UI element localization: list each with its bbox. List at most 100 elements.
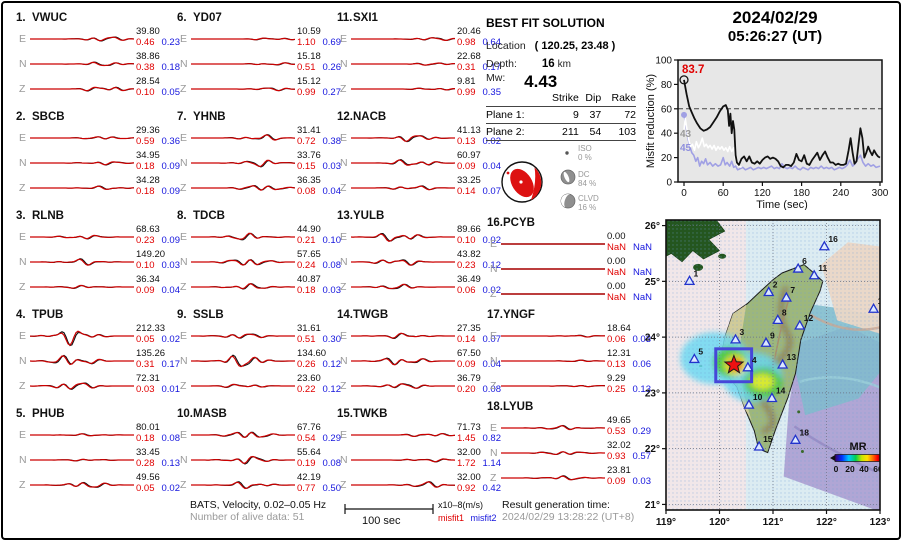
svg-text:80: 80 bbox=[661, 80, 673, 91]
station-number: 7. bbox=[177, 111, 187, 123]
trace-amplitude: 22.68 bbox=[457, 51, 481, 62]
trace-values: 36.79 0.20 0.08 bbox=[457, 373, 501, 395]
misfit1-label: misfit1 bbox=[438, 513, 465, 523]
station-name: TWGB bbox=[353, 309, 389, 321]
misfit-reduction-chart: 0 20 40 60 80 100 0 60 120 180 240 300 Time (sec) Mis… bbox=[645, 36, 897, 215]
misfit1-value: 0.13 bbox=[457, 136, 476, 147]
iso-label: ISO bbox=[578, 144, 592, 153]
trace-values: 31.61 0.51 0.30 bbox=[297, 323, 341, 345]
component-label: Z bbox=[340, 479, 347, 491]
svg-text:180: 180 bbox=[793, 188, 810, 199]
component-row: E 20.46 0.98 0.64 bbox=[337, 26, 501, 51]
station-block: 7. YHNB E 31.41 0.72 0.38 N 33.76 0.15 0.03 Z 36.35… bbox=[177, 111, 341, 210]
misfit1-value: 0.53 bbox=[607, 426, 626, 437]
misfit1-value: 0.23 bbox=[457, 260, 476, 271]
misfit1-value: 0.19 bbox=[297, 458, 316, 469]
trace-values: 41.13 0.13 0.02 bbox=[457, 125, 501, 147]
station-block: 6. YD07 E 10.59 1.10 0.69 N 15.18 0.51 0.26 Z 15.12… bbox=[177, 12, 341, 111]
misfit2-value: 0.12 bbox=[322, 384, 342, 395]
trace-amplitude: 149.20 bbox=[136, 249, 166, 260]
component-label: E bbox=[180, 33, 188, 45]
trace-amplitude: 55.64 bbox=[297, 447, 321, 458]
trace-values: 32.00 1.72 1.14 bbox=[457, 447, 501, 469]
component-label: Z bbox=[340, 380, 347, 392]
svg-text:0: 0 bbox=[681, 188, 687, 199]
component-row: Z 23.81 0.09 0.03 bbox=[487, 465, 651, 490]
misfit2-value: 0.03 bbox=[322, 285, 342, 296]
misfit2-value: 0.04 bbox=[322, 186, 342, 197]
trace-values: 40.87 0.18 0.03 bbox=[297, 274, 341, 296]
component-label: N bbox=[180, 58, 188, 70]
waveform-trace bbox=[30, 258, 134, 266]
waveform-trace bbox=[501, 293, 605, 295]
trace-values: 12.31 0.13 0.06 bbox=[607, 348, 651, 370]
component-label: E bbox=[490, 422, 498, 434]
station-number: 15. bbox=[337, 408, 353, 420]
station-name: YHNB bbox=[193, 111, 226, 123]
station-name: MASB bbox=[193, 408, 227, 420]
trace-values: 89.66 0.10 0.02 bbox=[457, 224, 501, 246]
trace-amplitude: 49.65 bbox=[607, 415, 631, 426]
station-name: SSLB bbox=[193, 309, 224, 321]
trace-values: 23.81 0.09 0.03 bbox=[607, 465, 651, 487]
station-header: 7. YHNB bbox=[177, 111, 333, 125]
station-name: SBCB bbox=[32, 111, 65, 123]
clvd-label: CLVD bbox=[578, 194, 599, 203]
trace-amplitude: 40.87 bbox=[297, 274, 321, 285]
misfit2-value: 0.07 bbox=[482, 186, 502, 197]
waveform-trace bbox=[30, 234, 134, 240]
station-number: 13. bbox=[337, 210, 353, 222]
component-label: Z bbox=[490, 288, 497, 300]
misfit1-value: 0.10 bbox=[136, 87, 155, 98]
component-label: N bbox=[19, 256, 27, 268]
component-label: E bbox=[490, 238, 498, 250]
trace-values: 135.26 0.31 0.17 bbox=[136, 348, 180, 370]
trace-values: 57.65 0.24 0.08 bbox=[297, 249, 341, 271]
misfit2-value: 0.04 bbox=[482, 359, 502, 370]
depth-unit: km bbox=[557, 59, 571, 70]
map-station-triangle bbox=[789, 433, 802, 444]
misfit2-value: 0.08 bbox=[322, 458, 342, 469]
misfit1-value: 0.51 bbox=[297, 334, 316, 345]
component-row: N 43.82 0.23 0.12 bbox=[337, 249, 501, 274]
station-block: 4. TPUB E 212.33 0.05 0.02 N 135.26 0.31 0.17 Z 72.… bbox=[16, 309, 180, 408]
trace-values: 49.65 0.53 0.29 bbox=[607, 415, 651, 437]
svg-text:121°: 121° bbox=[763, 517, 784, 528]
misfit2-value: 0.04 bbox=[161, 285, 181, 296]
map-station-number: 14 bbox=[776, 385, 786, 395]
dc-legend: DC 84 % bbox=[560, 169, 596, 188]
waveform-trace bbox=[351, 357, 455, 366]
map-station-triangle bbox=[780, 291, 792, 302]
station-header: 10.MASB bbox=[177, 408, 333, 422]
map-station-triangle bbox=[763, 286, 775, 297]
component-row: N 12.31 0.13 0.06 bbox=[487, 348, 651, 373]
misfit2-value: 0.36 bbox=[161, 136, 181, 147]
component-label: E bbox=[340, 231, 348, 243]
misfit2-value: 0.03 bbox=[632, 476, 652, 487]
waveform-trace bbox=[501, 359, 605, 363]
component-label: N bbox=[19, 355, 27, 367]
waveform-column-2: 6. YD07 E 10.59 1.10 0.69 N 15.18 0.51 0.26 Z 15.12… bbox=[177, 12, 341, 507]
map-station-number: 3 bbox=[740, 327, 745, 337]
misfit2-value: 0.29 bbox=[322, 433, 342, 444]
waveform-trace bbox=[30, 86, 134, 92]
svg-text:Time (sec): Time (sec) bbox=[756, 199, 808, 210]
component-row: N 33.45 0.28 0.13 bbox=[16, 447, 180, 472]
misfit2-value: 0.17 bbox=[482, 62, 502, 73]
station-header: 17.YNGF bbox=[487, 309, 643, 323]
misfit1-value: 0.22 bbox=[297, 384, 316, 395]
trace-amplitude: 15.12 bbox=[297, 76, 321, 87]
misfit2-value: 0.04 bbox=[482, 161, 502, 172]
waveform-trace bbox=[351, 62, 455, 66]
component-row: N 55.64 0.19 0.08 bbox=[177, 447, 341, 472]
map-station-number: 15 bbox=[763, 434, 773, 444]
trace-values: 42.19 0.77 0.50 bbox=[297, 472, 341, 494]
waveform-trace bbox=[351, 481, 455, 488]
station-name: NACB bbox=[353, 111, 387, 123]
svg-text:40: 40 bbox=[859, 464, 869, 474]
misfit2-value: NaN bbox=[633, 292, 653, 303]
iso-icon bbox=[565, 151, 569, 155]
trace-values: 149.20 0.10 0.03 bbox=[136, 249, 180, 271]
component-label: N bbox=[340, 355, 348, 367]
waveform-trace bbox=[501, 424, 605, 431]
